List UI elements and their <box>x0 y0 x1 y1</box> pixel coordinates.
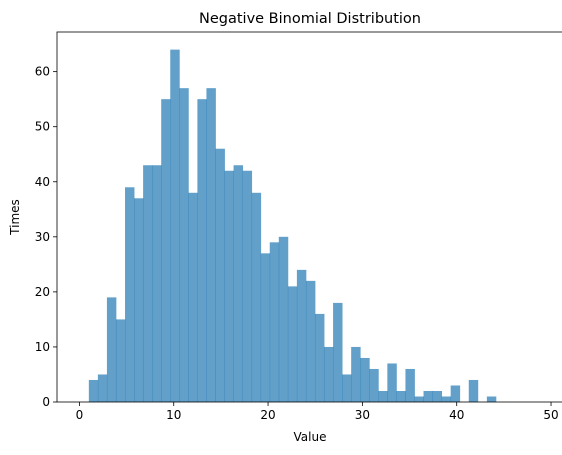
y-tick-label: 20 <box>35 285 50 299</box>
histogram-bar <box>378 390 388 402</box>
y-axis-ticks: 0 10 20 30 40 50 60 <box>35 65 57 409</box>
y-tick-label: 50 <box>35 120 50 134</box>
histogram-bar <box>143 165 153 402</box>
histogram-bar <box>369 368 379 402</box>
x-tick-label: 30 <box>355 408 370 422</box>
histogram-bar <box>224 170 234 402</box>
histogram-bar <box>305 280 316 402</box>
histogram-bar <box>260 253 271 402</box>
histogram-bar <box>396 390 406 402</box>
histogram-bar <box>269 242 280 402</box>
histogram-bar <box>423 390 433 402</box>
histogram-bar <box>215 148 225 402</box>
histogram-bar <box>278 236 289 402</box>
histogram-bar <box>333 302 343 402</box>
histogram-bar <box>486 396 497 402</box>
histogram-bar <box>405 368 415 402</box>
plot-frame <box>56 31 562 403</box>
x-tick-label: 10 <box>166 408 181 422</box>
histogram-bar <box>432 390 443 402</box>
histogram-bar <box>287 286 298 402</box>
y-tick-label: 40 <box>35 175 50 189</box>
x-tick-label: 20 <box>260 408 275 422</box>
histogram-bar <box>170 49 180 402</box>
histogram-bar <box>441 396 452 402</box>
x-axis-ticks: 0 10 20 30 40 50 <box>76 402 559 422</box>
x-tick-label: 0 <box>76 408 84 422</box>
histogram-bar <box>125 187 135 402</box>
histogram-bar <box>468 379 479 402</box>
y-tick-label: 30 <box>35 230 50 244</box>
histogram-bar <box>206 88 216 403</box>
y-axis-label: Times <box>8 199 22 236</box>
histogram-bar <box>324 346 334 402</box>
histogram-bar <box>387 363 397 402</box>
histogram-bar <box>106 297 117 402</box>
histogram-bar <box>179 88 189 403</box>
histogram-bar <box>152 165 162 402</box>
y-tick-label: 60 <box>35 65 50 79</box>
histogram-bar <box>351 346 361 402</box>
histogram-bars <box>88 49 497 403</box>
histogram-bar <box>115 319 126 402</box>
histogram-bar <box>242 170 253 402</box>
histogram-bar <box>342 374 352 402</box>
histogram-bar <box>251 192 262 402</box>
histogram-bar <box>134 198 144 402</box>
y-tick-label: 10 <box>35 340 50 354</box>
histogram-bar <box>97 374 108 402</box>
chart-title: Negative Binomial Distribution <box>199 11 421 27</box>
histogram-bar <box>314 313 325 402</box>
histogram-bar <box>450 385 461 402</box>
y-tick-label: 0 <box>42 395 50 409</box>
histogram-bar <box>414 396 424 402</box>
histogram-bar <box>197 99 207 403</box>
x-axis-label: Value <box>294 430 327 444</box>
x-tick-label: 40 <box>449 408 464 422</box>
histogram-bar <box>360 357 370 402</box>
histogram-bar <box>188 192 198 402</box>
histogram-bar <box>88 379 99 402</box>
x-tick-label: 50 <box>543 408 558 422</box>
histogram-bar <box>161 99 171 403</box>
histogram-bar <box>233 165 244 402</box>
histogram-bar <box>296 269 307 402</box>
